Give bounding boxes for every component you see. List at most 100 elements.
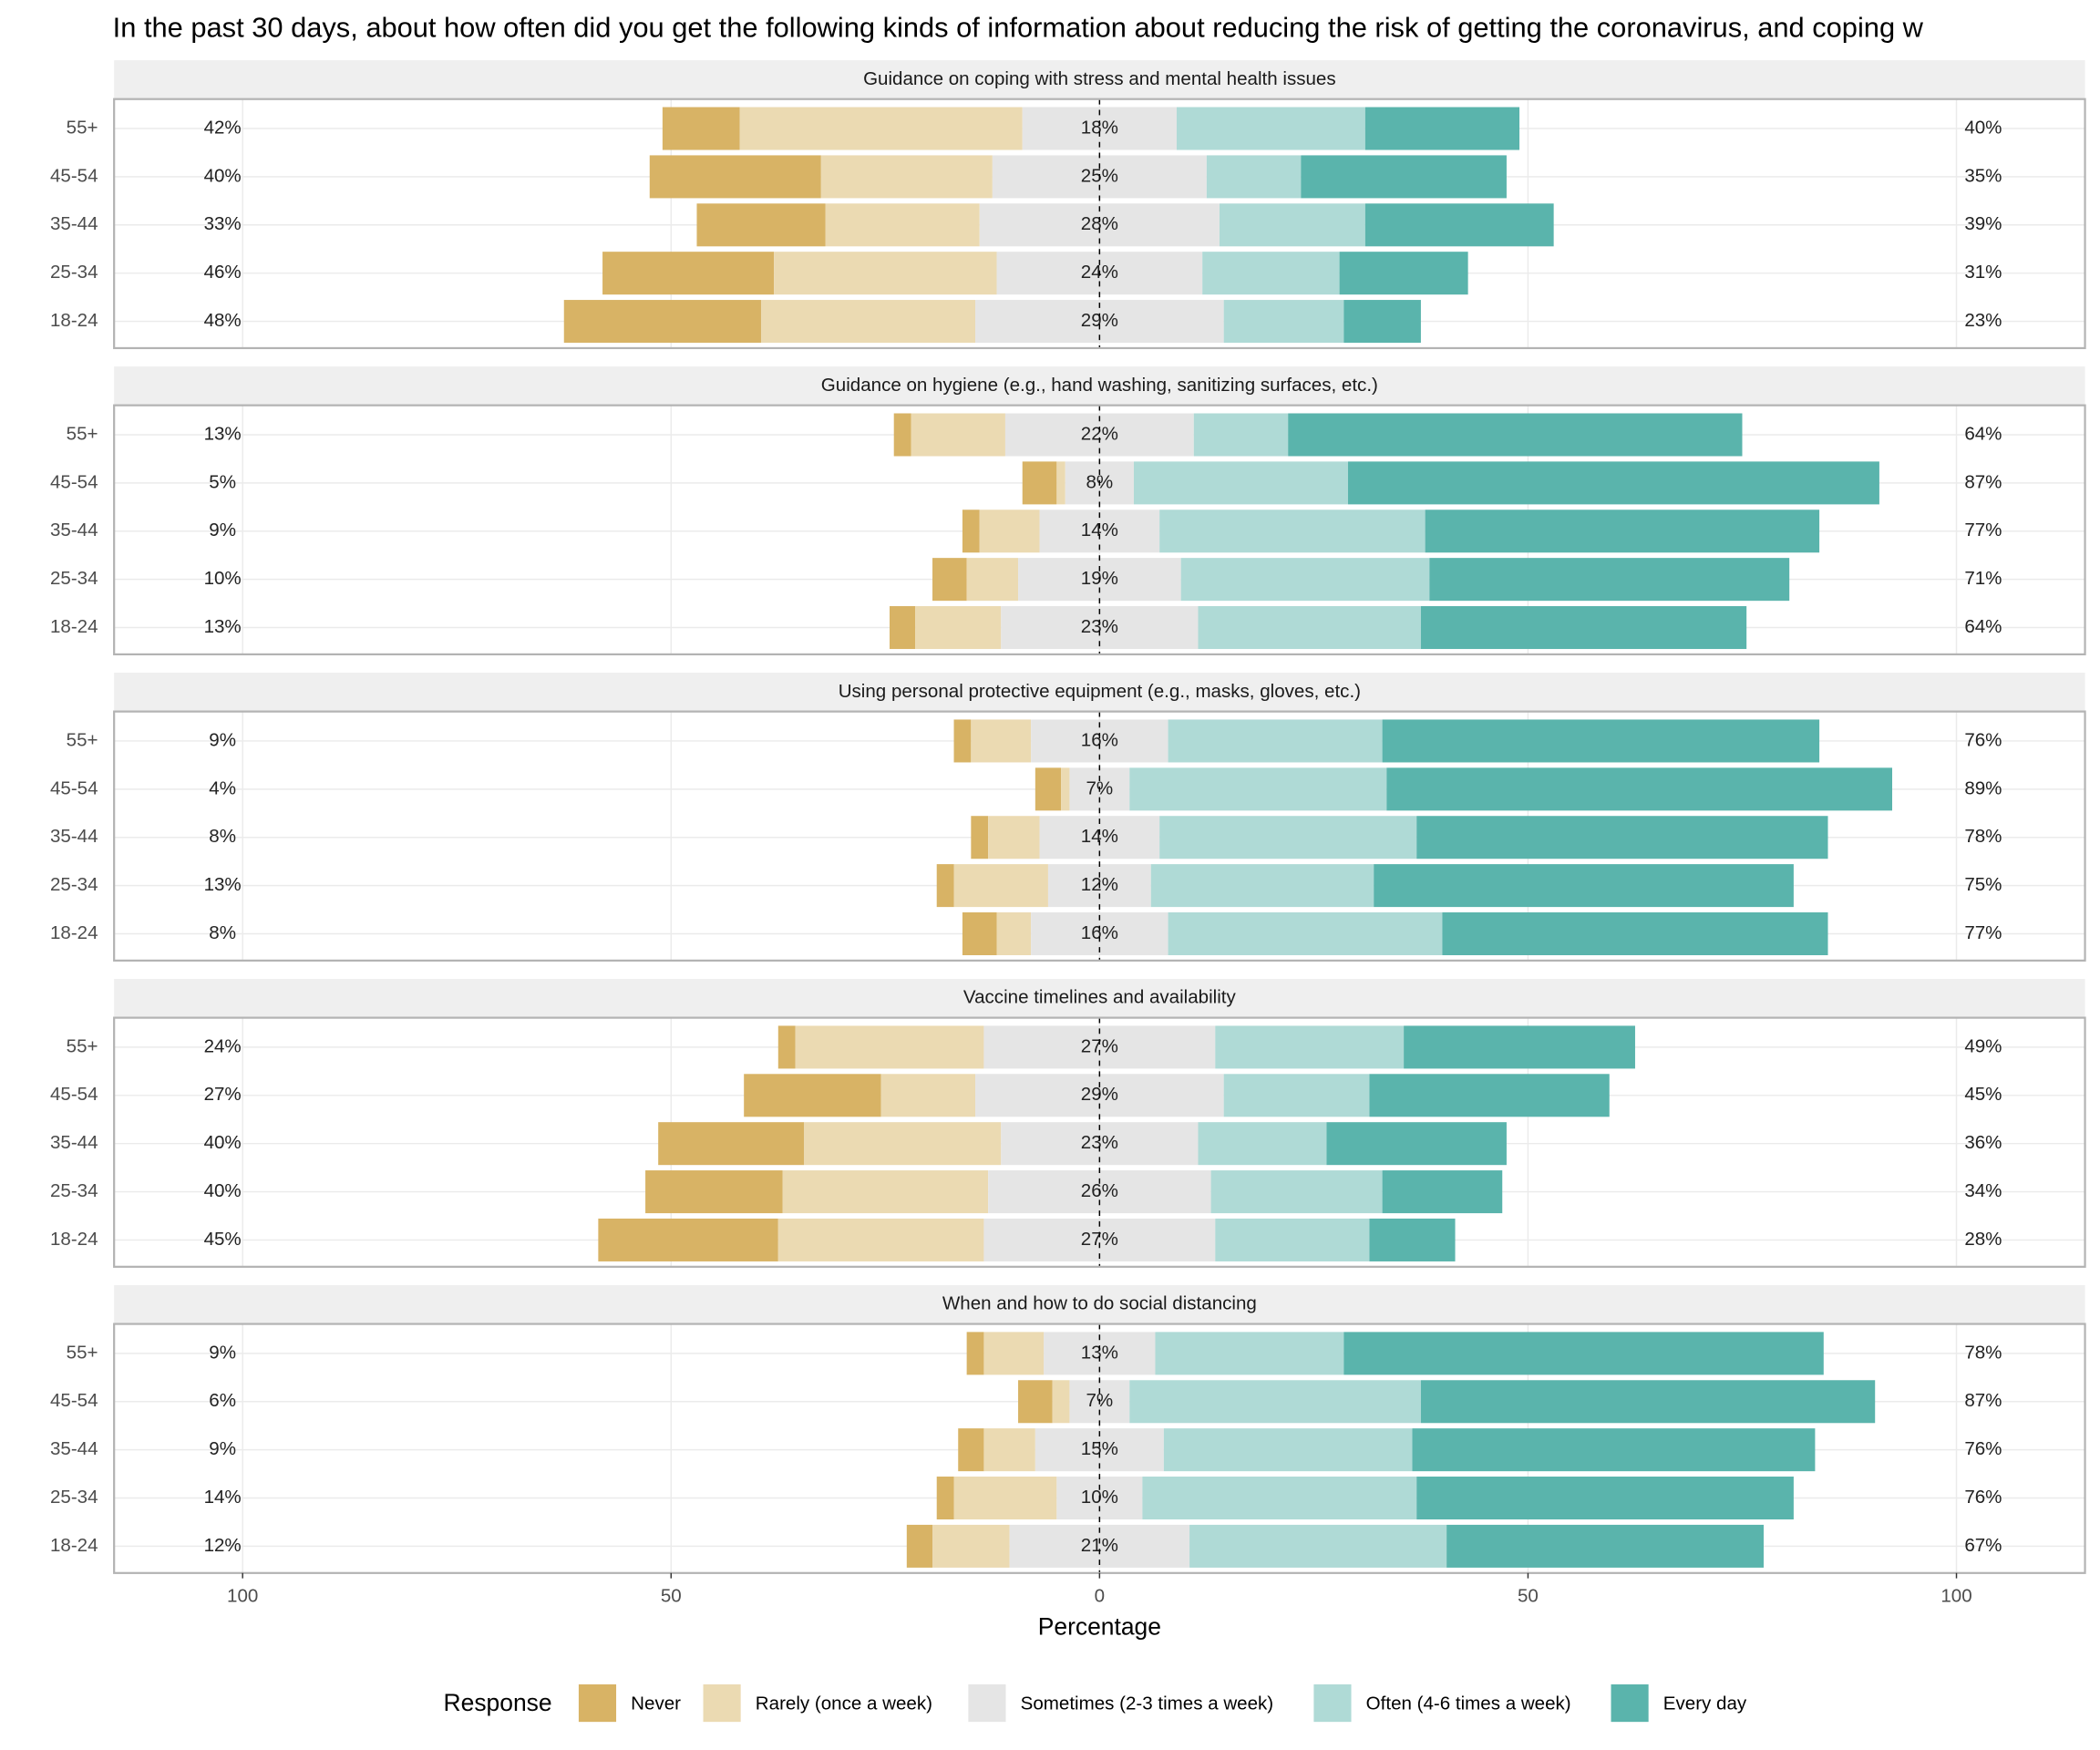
right-label: 64%: [1964, 423, 2002, 444]
right-label: 28%: [1964, 1229, 2002, 1250]
bar-segment: [1382, 1170, 1503, 1214]
legend-key: [1313, 1684, 1352, 1723]
bar-segment: [983, 1428, 1035, 1472]
bar-segment: [1202, 252, 1340, 295]
bar-segment: [662, 107, 740, 150]
x-tick-label: 0: [1095, 1586, 1105, 1607]
y-tick-label: 35-44: [50, 826, 98, 847]
bar-segment: [1056, 461, 1065, 505]
bar-segment: [880, 1074, 976, 1117]
center-label: 13%: [1081, 1342, 1118, 1363]
bar-segment: [1364, 203, 1554, 247]
y-tick-label: 18-24: [50, 616, 98, 637]
left-label: 40%: [204, 165, 242, 186]
bar-segment: [1223, 1074, 1370, 1117]
bar-segment: [988, 816, 1040, 860]
right-label: 36%: [1964, 1132, 2002, 1153]
right-label: 75%: [1964, 874, 2002, 895]
right-label: 34%: [1964, 1180, 2002, 1201]
legend-key: [968, 1684, 1006, 1723]
bar-segment: [1420, 606, 1747, 650]
bar-segment: [777, 1025, 796, 1069]
bar-segment: [1364, 107, 1520, 150]
bar-segment: [820, 155, 993, 199]
facet-strip: [114, 366, 2085, 406]
left-label: 48%: [204, 310, 242, 331]
bar-segment: [893, 413, 911, 457]
bar-segment: [983, 1332, 1045, 1375]
bar-segment: [1339, 252, 1468, 295]
right-label: 45%: [1964, 1084, 2002, 1105]
bar-segment: [1343, 300, 1421, 344]
bar-segment: [1404, 1025, 1635, 1069]
right-label: 89%: [1964, 777, 2002, 798]
center-label: 22%: [1081, 423, 1118, 444]
center-label: 23%: [1081, 1132, 1118, 1153]
right-label: 64%: [1964, 616, 2002, 637]
bar-segment: [1129, 767, 1387, 811]
bar-segment: [760, 300, 976, 344]
bar-segment: [971, 719, 1032, 763]
bar-segment: [782, 1170, 989, 1214]
bar-segment: [1223, 300, 1344, 344]
y-tick-label: 45-54: [50, 1390, 98, 1411]
x-tick-label: 50: [661, 1586, 682, 1607]
bar-segment: [1369, 1218, 1456, 1261]
bar-segment: [1210, 1170, 1383, 1214]
center-label: 15%: [1081, 1438, 1118, 1459]
bar-segment: [739, 107, 1023, 150]
left-label: 9%: [209, 1438, 236, 1459]
bar-segment: [962, 510, 980, 553]
x-tick-label: 50: [1518, 1586, 1539, 1607]
y-tick-label: 45-54: [50, 471, 98, 492]
left-label: 8%: [209, 922, 236, 943]
bar-segment: [1142, 1477, 1417, 1520]
center-label: 27%: [1081, 1229, 1118, 1250]
facet-title: Guidance on coping with stress and menta…: [863, 68, 1336, 89]
right-label: 23%: [1964, 310, 2002, 331]
y-tick-label: 25-34: [50, 1487, 98, 1508]
bar-segment: [1198, 1122, 1327, 1166]
right-label: 39%: [1964, 213, 2002, 234]
facet-title: Vaccine timelines and availability: [963, 987, 1237, 1008]
x-tick-label: 100: [227, 1586, 258, 1607]
right-label: 78%: [1964, 826, 2002, 847]
bar-segment: [1446, 1524, 1764, 1568]
panel-border: [113, 1016, 2086, 1268]
legend-title: Response: [444, 1689, 552, 1716]
left-label: 45%: [204, 1229, 242, 1250]
left-label: 13%: [204, 874, 242, 895]
left-label: 13%: [204, 616, 242, 637]
bar-segment: [1193, 413, 1289, 457]
panel-border: [113, 404, 2086, 656]
bar-segment: [1343, 1332, 1824, 1375]
left-label: 5%: [209, 471, 236, 492]
y-tick-label: 55+: [67, 729, 98, 750]
bar-segment: [932, 1524, 1010, 1568]
legend-label: Every day: [1663, 1693, 1747, 1714]
bar-segment: [696, 203, 826, 247]
right-label: 87%: [1964, 1390, 2002, 1411]
bar-segment: [1189, 1524, 1447, 1568]
bar-segment: [1348, 461, 1879, 505]
bar-segment: [953, 719, 972, 763]
bar-segment: [1176, 107, 1365, 150]
bar-segment: [1180, 558, 1430, 602]
bar-segment: [1386, 767, 1893, 811]
bar-segment: [936, 1477, 954, 1520]
left-label: 42%: [204, 117, 242, 138]
y-tick-label: 35-44: [50, 520, 98, 540]
bar-segment: [1374, 864, 1794, 908]
center-label: 28%: [1081, 213, 1118, 234]
y-tick-label: 35-44: [50, 1438, 98, 1459]
bar-segment: [1159, 510, 1426, 553]
left-label: 46%: [204, 262, 242, 283]
facet-strip: [114, 60, 2085, 99]
bar-segment: [598, 1218, 778, 1261]
right-label: 71%: [1964, 568, 2002, 589]
left-label: 10%: [204, 568, 242, 589]
x-tick-label: 100: [1940, 1586, 1971, 1607]
bar-segment: [563, 300, 761, 344]
y-tick-label: 25-34: [50, 568, 98, 589]
center-label: 23%: [1081, 616, 1118, 637]
